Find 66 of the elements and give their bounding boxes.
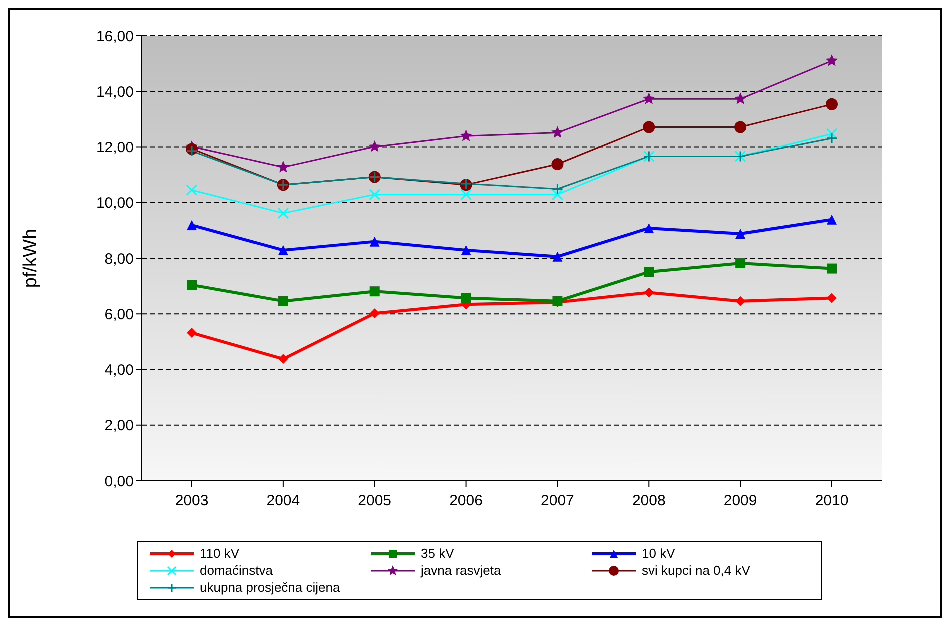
y-axis-title: pf/kWh (20, 228, 42, 288)
point (736, 296, 746, 306)
x-tick-label: 2008 (632, 492, 666, 510)
point (368, 140, 382, 152)
point (461, 245, 472, 256)
point (552, 189, 564, 201)
point (826, 128, 838, 140)
legend-label: 10 kV (642, 546, 676, 561)
point (827, 293, 837, 304)
point (552, 126, 564, 138)
x-tick-label: 2006 (450, 492, 483, 510)
point (552, 158, 564, 170)
x-tick-label: 2007 (541, 492, 574, 510)
point (187, 280, 197, 290)
point (644, 223, 654, 234)
point (369, 189, 381, 201)
y-tick-label: 14,00 (96, 84, 134, 101)
legend-label: ukupna prosječna cijena (200, 580, 340, 595)
x-tick-label: 2005 (358, 492, 392, 510)
point (736, 229, 746, 240)
y-tick-label: 0,00 (104, 473, 134, 490)
point (552, 252, 563, 262)
point (370, 286, 380, 297)
point (187, 220, 197, 230)
point (827, 264, 837, 274)
y-tick-label: 12,00 (96, 140, 134, 157)
legend-label: 110 kV (200, 546, 240, 561)
x-tick-label: 2004 (266, 492, 300, 510)
y-tick-label: 6,00 (104, 306, 134, 324)
point (278, 245, 288, 256)
legend-label: javna rasvjeta (421, 563, 502, 578)
point (826, 98, 838, 110)
point (826, 54, 838, 66)
legend-label: domaćinstva (200, 563, 273, 578)
point (644, 267, 654, 278)
point (461, 293, 472, 304)
y-tick-label: 10,00 (96, 195, 134, 212)
point (736, 258, 746, 269)
x-tick-label: 2009 (724, 492, 758, 510)
y-tick-label: 8,00 (104, 250, 134, 268)
point (186, 184, 198, 196)
point (827, 214, 837, 225)
point (826, 132, 838, 144)
point (278, 354, 288, 364)
x-tick-label: 2010 (815, 492, 849, 510)
y-tick-label: 4,00 (104, 362, 134, 380)
point (277, 161, 290, 173)
point (278, 296, 288, 306)
y-tick-label: 16,00 (96, 28, 134, 46)
point (370, 236, 380, 247)
point (278, 208, 290, 220)
point (187, 328, 197, 338)
point (734, 92, 747, 104)
point (460, 130, 472, 142)
point (644, 288, 654, 298)
point (734, 121, 747, 134)
point (370, 308, 380, 319)
point (552, 183, 564, 195)
y-tick-label: 2,00 (104, 418, 134, 435)
legend-label: svi kupci na 0,4 kV (642, 563, 750, 578)
point (643, 121, 656, 134)
x-tick-label: 2003 (175, 492, 209, 510)
point (186, 146, 198, 158)
point (460, 189, 472, 201)
legend-label: 35 kV (421, 546, 454, 561)
point (642, 92, 656, 104)
